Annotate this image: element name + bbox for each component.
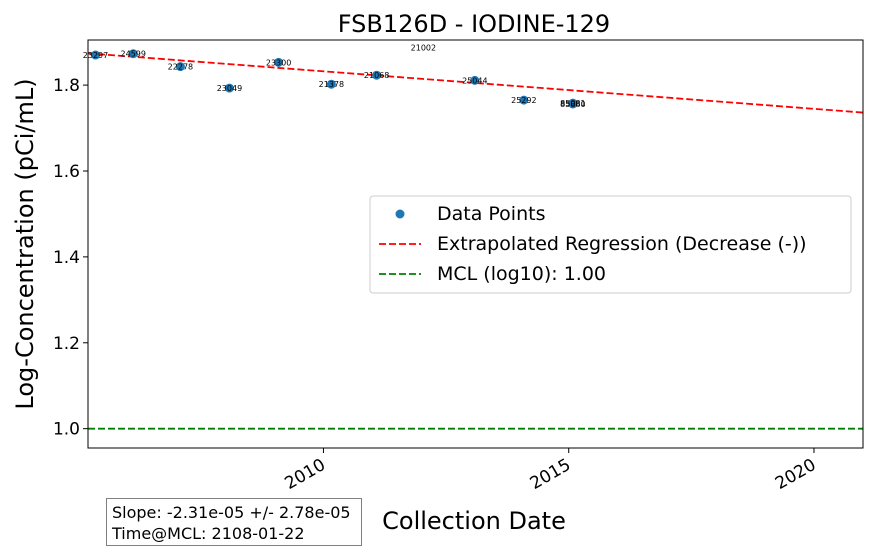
y-tick-label: 1.0: [53, 420, 80, 440]
data-point-label: 21378: [319, 80, 344, 89]
data-point: [568, 99, 578, 109]
legend-label: Data Points: [437, 203, 545, 225]
slope-text: Slope: -2.31e-05 +/- 2.78e-05: [112, 503, 351, 522]
data-point: [274, 57, 284, 67]
data-point-label: 24599: [121, 50, 146, 59]
data-point-label: 85081: [560, 99, 585, 108]
x-tick-label: 2015: [527, 455, 574, 494]
data-point: [128, 49, 138, 59]
legend-label: MCL (log10): 1.00: [437, 263, 606, 285]
legend: Data Points Extrapolated Regression (Decr…: [369, 195, 852, 294]
data-point-label: 23297: [83, 51, 108, 60]
data-point: [91, 50, 101, 60]
y-tick-label: 1.2: [53, 334, 80, 354]
legend-box: [369, 195, 852, 294]
data-point: [470, 75, 480, 85]
y-tick-label: 1.8: [53, 76, 80, 96]
data-point: [519, 95, 529, 105]
legend-marker: [395, 209, 405, 219]
x-tick-label: 2020: [772, 455, 819, 494]
data-point: [175, 62, 185, 72]
data-point: [326, 79, 336, 89]
x-axis-label: Collection Date: [382, 507, 566, 535]
data-point-label: 23049: [217, 84, 242, 93]
stats-box: Slope: -2.31e-05 +/- 2.78e-05 Time@MCL: …: [106, 498, 362, 546]
data-point-label: 23300: [266, 58, 291, 67]
x-tick-label: 2010: [281, 455, 328, 494]
y-axis-label: Log-Concentration (pCi/mL): [11, 78, 39, 409]
data-point-label: 21068: [364, 71, 389, 80]
annotation-label: 21002: [411, 43, 436, 52]
y-tick-label: 1.4: [53, 248, 80, 268]
data-point-label: 25292: [511, 96, 536, 105]
data-point: [372, 70, 382, 80]
data-point-label: 25044: [462, 76, 487, 85]
y-tick-label: 1.6: [53, 162, 80, 182]
chart-title: FSB126D - IODINE-129: [338, 10, 610, 38]
data-point-label: 85880: [560, 100, 585, 109]
plot-frame: [87, 39, 864, 449]
data-point-label: 22278: [168, 63, 193, 72]
data-point: [224, 83, 234, 93]
time-at-mcl-text: Time@MCL: 2108-01-22: [112, 524, 305, 543]
legend-label: Extrapolated Regression (Decrease (-)): [437, 233, 807, 255]
